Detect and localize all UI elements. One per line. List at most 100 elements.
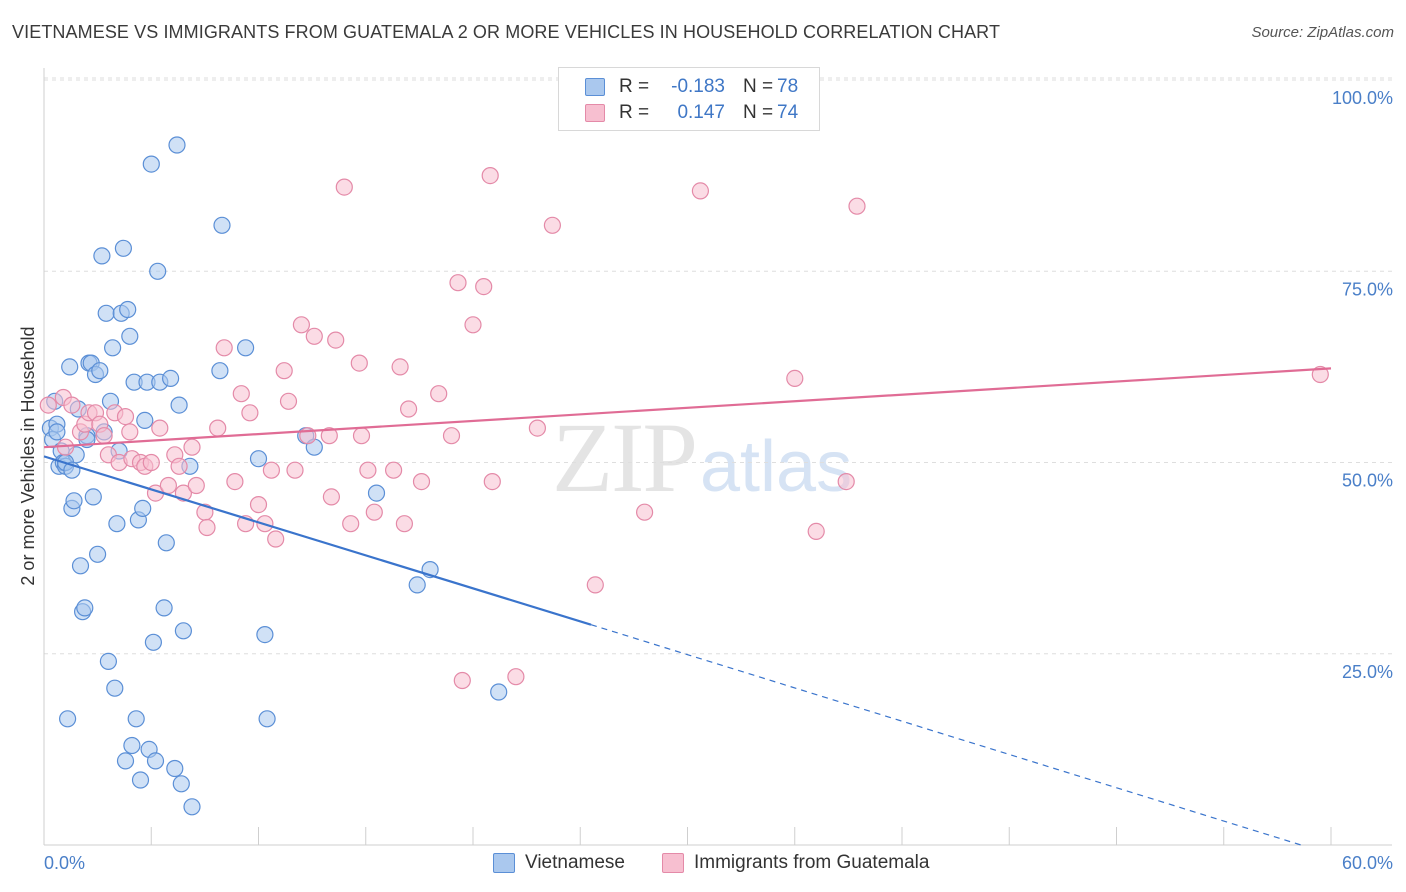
data-point — [237, 339, 255, 357]
data-point — [63, 396, 81, 414]
data-point — [166, 759, 184, 778]
data-point — [198, 518, 216, 537]
data-point — [327, 331, 345, 349]
data-point — [586, 576, 604, 594]
data-point — [84, 488, 102, 506]
data-point — [174, 622, 192, 640]
legend-row-vietnamese: R = -0.183 N = 78 — [585, 75, 798, 99]
legend-item-guatemala[interactable]: Immigrants from Guatemala — [662, 852, 929, 874]
legend-swatch-vietnamese — [493, 853, 515, 873]
data-point — [146, 752, 165, 770]
y-tick-label: 100.0% — [1332, 88, 1393, 108]
data-point — [215, 339, 233, 357]
data-point — [635, 503, 654, 521]
series-legend: Vietnamese Immigrants from Guatemala — [0, 852, 1406, 876]
data-point — [267, 530, 285, 548]
data-point — [691, 182, 710, 200]
trend-line-vietnamese — [43, 455, 592, 626]
data-point — [335, 178, 353, 196]
legend-swatch-pink — [585, 104, 605, 122]
data-point — [76, 599, 94, 617]
axis-layer — [43, 68, 1392, 846]
legend-swatch-guatemala — [662, 853, 684, 873]
chart-title: VIETNAMESE VS IMMIGRANTS FROM GUATEMALA … — [12, 22, 1001, 42]
legend-swatch-blue — [585, 78, 605, 96]
data-point — [170, 457, 188, 475]
data-point — [528, 419, 547, 437]
data-point — [256, 625, 274, 644]
data-point — [65, 492, 83, 510]
data-point — [848, 197, 866, 215]
data-point — [108, 515, 126, 533]
data-point — [391, 358, 409, 376]
data-point — [226, 473, 244, 491]
data-point — [151, 419, 169, 437]
data-point — [91, 362, 109, 380]
data-point — [168, 136, 186, 154]
x-tick-label: 60.0% — [1342, 853, 1393, 873]
data-point — [279, 392, 298, 410]
data-point — [322, 488, 340, 506]
data-point — [292, 316, 310, 334]
data-point — [352, 427, 371, 445]
grid-layer — [44, 77, 1392, 655]
data-point — [99, 652, 118, 671]
data-point — [116, 752, 135, 770]
data-point — [275, 362, 293, 380]
legend-label-guatemala: Immigrants from Guatemala — [694, 852, 930, 873]
data-point — [106, 679, 124, 697]
y-tick-label: 50.0% — [1342, 471, 1393, 491]
data-point — [483, 473, 501, 491]
data-point — [209, 419, 227, 437]
data-point — [142, 155, 160, 173]
data-point — [88, 545, 107, 563]
data-point — [1311, 365, 1329, 384]
y-tick-label: 75.0% — [1342, 279, 1393, 299]
correlation-legend: R = -0.183 N = 78 R = 0.147 N = 74 — [558, 67, 820, 131]
data-point — [121, 423, 139, 441]
data-point — [837, 473, 855, 491]
data-point — [162, 369, 180, 387]
data-point — [159, 476, 177, 495]
legend-row-guatemala: R = 0.147 N = 74 — [585, 101, 798, 125]
data-point — [395, 515, 413, 533]
data-point — [157, 534, 175, 552]
legend-r-label: R = — [619, 102, 650, 123]
watermark-atlas: atlas — [700, 427, 853, 507]
data-point — [385, 461, 403, 479]
data-point — [131, 771, 150, 789]
data-point — [464, 316, 482, 334]
legend-item-vietnamese[interactable]: Vietnamese — [493, 852, 625, 874]
trend-layer — [43, 367, 1332, 846]
legend-r-value: -0.183 — [671, 76, 725, 97]
series-guatemala — [39, 167, 1329, 690]
data-point — [481, 167, 499, 185]
data-point — [430, 385, 448, 403]
data-point — [350, 354, 368, 372]
data-point — [258, 710, 276, 728]
legend-r-label: R = — [619, 76, 650, 97]
data-point — [183, 798, 201, 816]
data-point — [262, 461, 280, 479]
data-point — [232, 385, 250, 403]
data-point — [449, 274, 467, 292]
trend-line-guatemala — [43, 367, 1332, 449]
data-point — [342, 515, 360, 533]
x-tick-label: 0.0% — [44, 853, 85, 873]
data-point — [249, 496, 268, 514]
data-point — [172, 775, 190, 793]
data-point — [241, 404, 259, 422]
data-point — [136, 411, 154, 429]
data-point — [320, 427, 338, 445]
data-point — [211, 362, 229, 380]
data-point — [807, 522, 825, 541]
data-point — [365, 503, 383, 521]
data-point — [367, 484, 386, 502]
watermark: ZIPatlas — [552, 400, 852, 515]
data-point — [121, 327, 139, 345]
data-point — [142, 453, 160, 472]
y-tick-label: 25.0% — [1342, 662, 1393, 682]
data-point — [103, 339, 122, 357]
trend-line-vietnamese-extension — [590, 624, 1302, 846]
